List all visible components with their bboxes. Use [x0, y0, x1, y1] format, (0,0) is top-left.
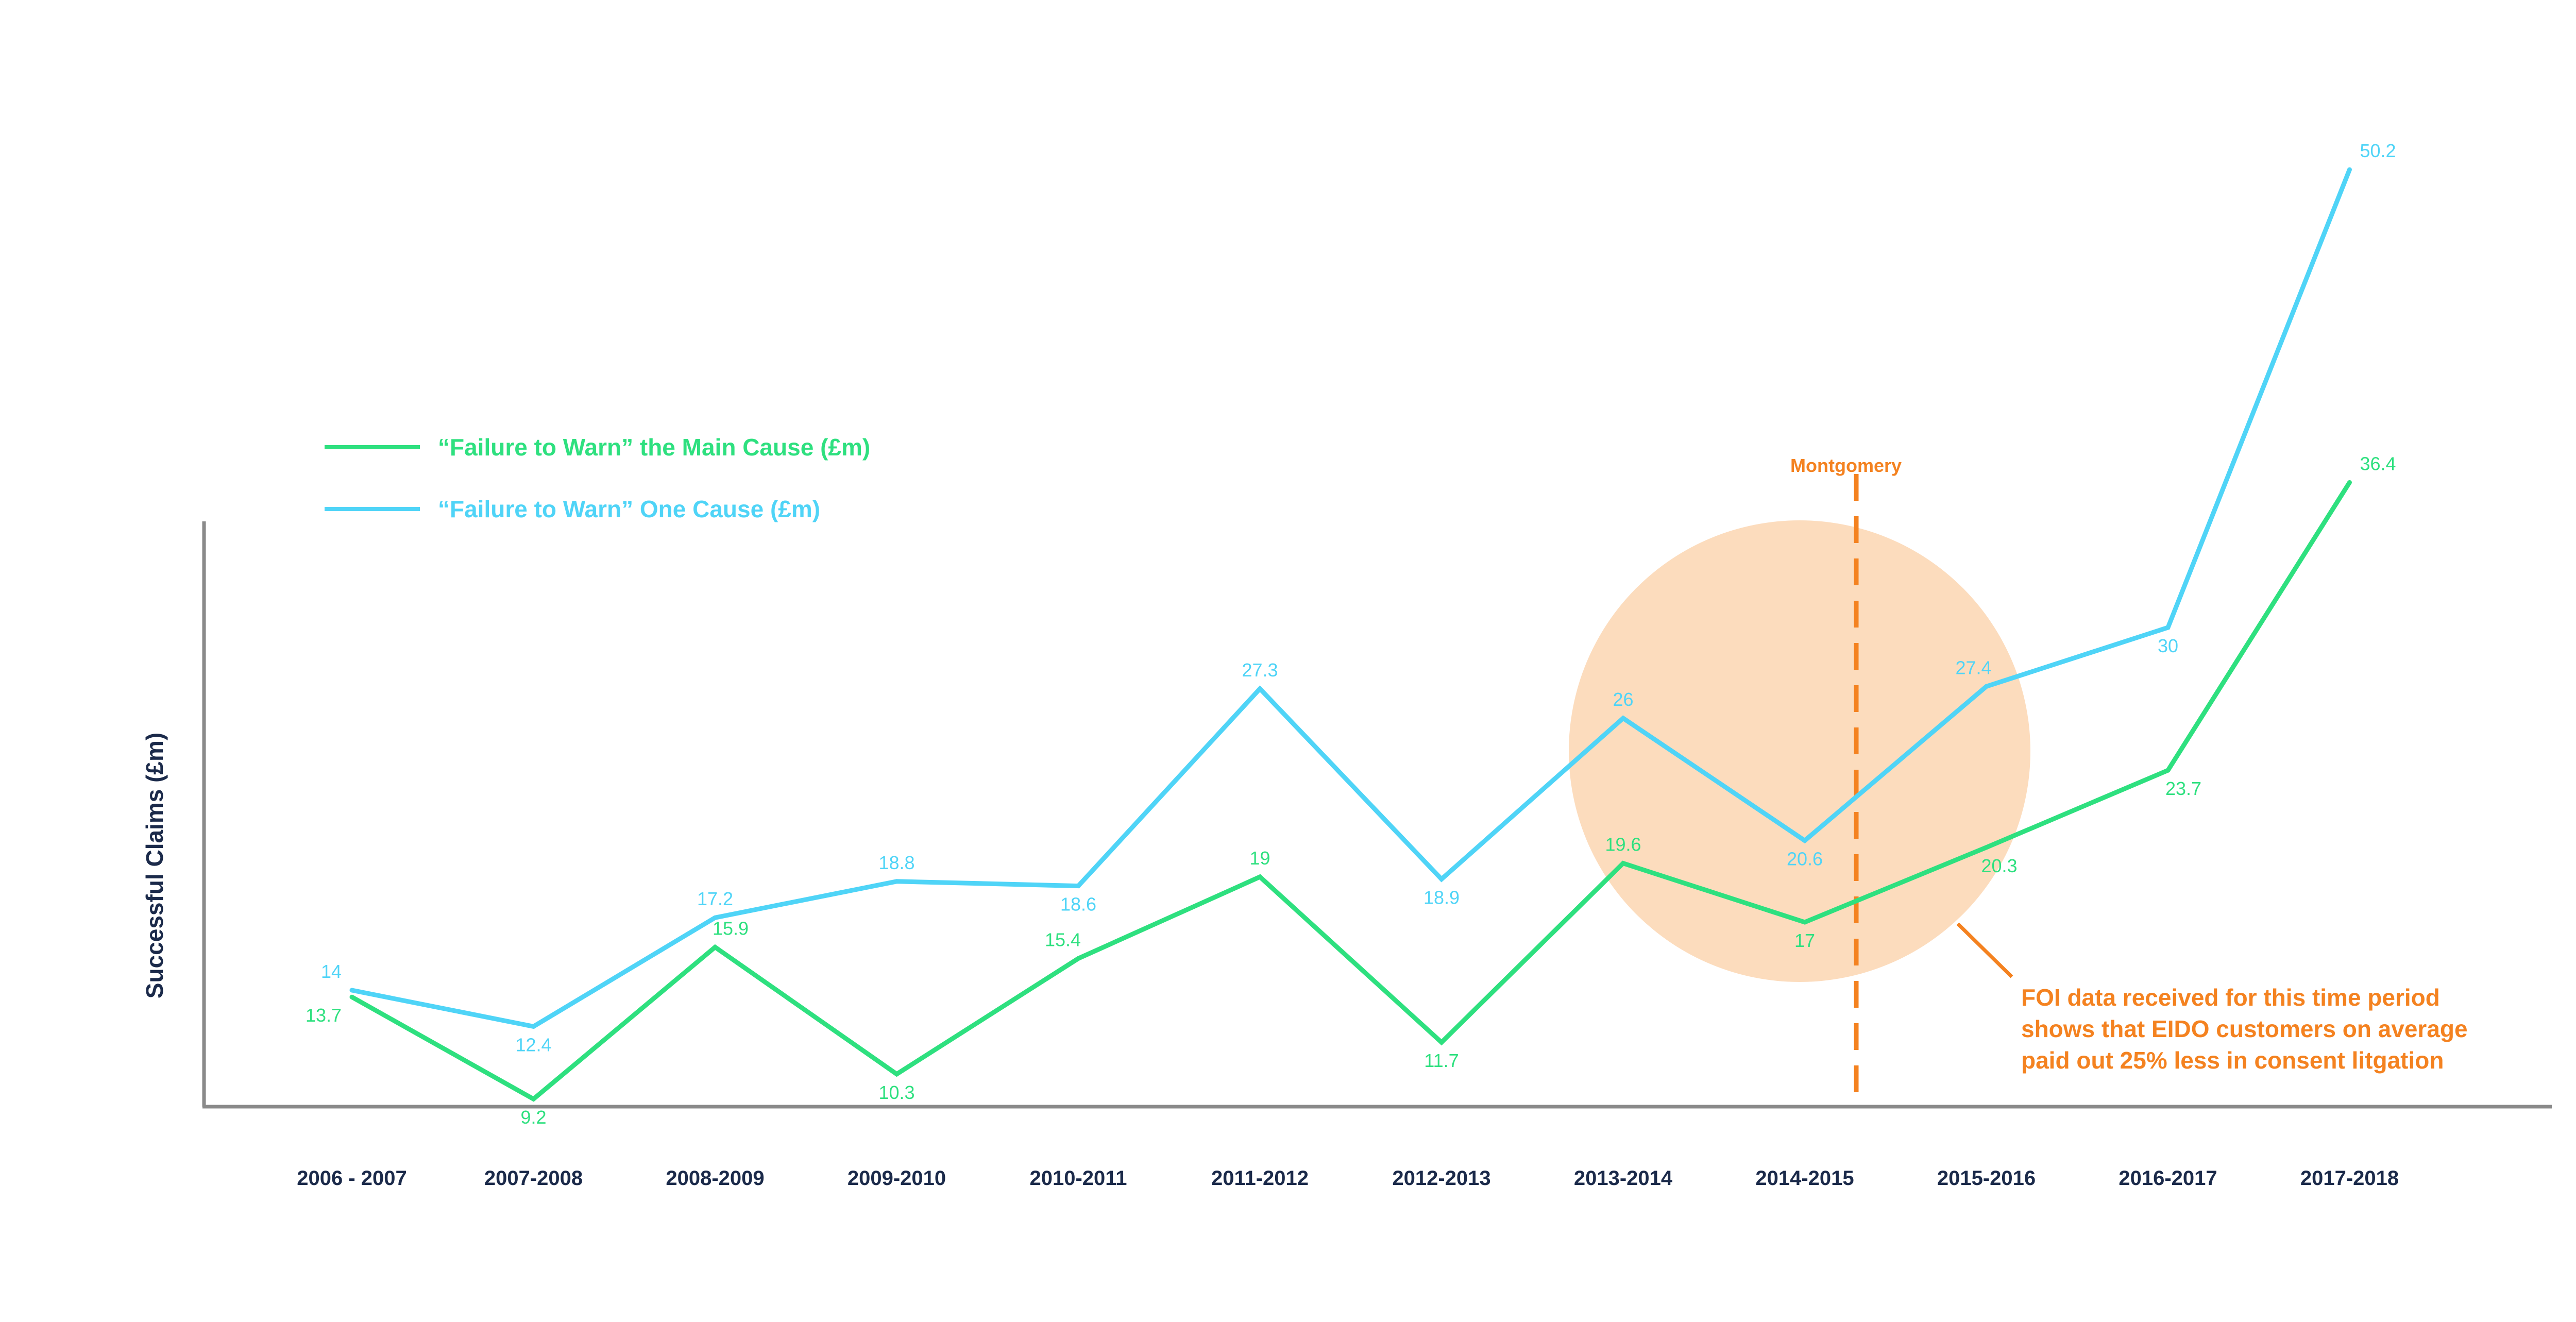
- data-point: [531, 1024, 536, 1029]
- data-point: [349, 994, 354, 999]
- data-point: [1984, 845, 1989, 850]
- data-label: 13.7: [306, 1005, 342, 1026]
- data-point: [531, 1096, 536, 1101]
- data-label: 12.4: [515, 1034, 551, 1055]
- highlight-circle: [1569, 520, 2030, 982]
- data-label: 23.7: [2165, 778, 2201, 799]
- x-tick-label: 2006 - 2007: [297, 1167, 407, 1190]
- data-point: [2165, 768, 2171, 773]
- x-tick-label: 2009-2010: [848, 1167, 946, 1190]
- x-tick-label: 2012-2013: [1392, 1167, 1490, 1190]
- data-point: [1802, 838, 1807, 843]
- data-label: 14: [321, 961, 342, 982]
- x-tick-label: 2017-2018: [2300, 1167, 2399, 1190]
- data-label: 19.6: [1605, 834, 1641, 855]
- data-point: [1258, 874, 1262, 879]
- data-label: 11.7: [1424, 1050, 1459, 1071]
- data-label: 17: [1794, 930, 1815, 951]
- data-point: [1258, 686, 1262, 691]
- annotation-pointer: [1956, 922, 2013, 978]
- data-label: 20.3: [1981, 855, 2017, 876]
- data-point: [894, 1072, 899, 1077]
- data-label: 17.2: [697, 888, 733, 909]
- annotation-line-1: FOI data received for this time period: [2021, 984, 2440, 1011]
- x-tick-label: 2013-2014: [1574, 1167, 1673, 1190]
- data-point: [1439, 1040, 1444, 1045]
- series-line-main-cause: [350, 481, 2352, 1102]
- annotation-line-2: shows that EIDO customers on average: [2021, 1015, 2468, 1042]
- x-tick-label: 2007-2008: [484, 1167, 583, 1190]
- x-tick-label: 2010-2011: [1029, 1167, 1127, 1190]
- data-label: 30: [2158, 635, 2178, 656]
- data-label: 15.9: [713, 918, 749, 939]
- data-point: [1076, 956, 1081, 961]
- x-tick-label: 2014-2015: [1755, 1167, 1854, 1190]
- data-point: [1076, 884, 1081, 889]
- montgomery-marker-label: Montgomery: [1790, 455, 1902, 476]
- x-tick-labels: 2006 - 2007 2007-2008 2008-2009 2009-2010 20…: [297, 1167, 2399, 1190]
- data-point: [2165, 625, 2171, 630]
- data-point: [349, 988, 354, 993]
- x-tick-label: 2011-2012: [1211, 1167, 1309, 1190]
- x-tick-label: 2015-2016: [1937, 1167, 2036, 1190]
- data-point: [894, 879, 899, 884]
- x-tick-label: 2008-2009: [666, 1167, 764, 1190]
- data-point: [1621, 716, 1625, 721]
- data-label: 15.4: [1045, 929, 1081, 950]
- data-label: 18.8: [878, 852, 914, 873]
- data-point: [1621, 861, 1625, 866]
- data-label: 18.6: [1060, 894, 1096, 915]
- data-point: [713, 915, 718, 920]
- data-label: 27.4: [1955, 657, 1991, 678]
- legend-label-one-cause: “Failure to Warn” One Cause (£m): [438, 496, 820, 522]
- data-label: 27.3: [1242, 659, 1278, 681]
- data-label: 20.6: [1787, 849, 1823, 870]
- data-label: 36.4: [2360, 453, 2396, 474]
- legend: “Failure to Warn” the Main Cause (£m) “F…: [325, 434, 870, 522]
- x-tick-label: 2016-2017: [2119, 1167, 2217, 1190]
- data-label: 50.2: [2360, 140, 2396, 161]
- data-label: 10.3: [878, 1082, 914, 1103]
- data-label: 9.2: [520, 1107, 546, 1128]
- data-point: [1439, 876, 1444, 882]
- data-point: [1984, 684, 1989, 689]
- legend-label-main-cause: “Failure to Warn” the Main Cause (£m): [438, 434, 870, 461]
- series-layer: 13.7 9.2 15.9 10.3 15.4 19 11.7 19.6 17 20.3 23.7 3…: [306, 140, 2396, 1128]
- series-line-one-cause: [351, 168, 2352, 1029]
- data-point: [1802, 920, 1807, 925]
- data-label: 18.9: [1423, 887, 1460, 908]
- data-point: [2347, 167, 2352, 172]
- data-label: 26: [1613, 689, 1633, 710]
- data-point: [2347, 480, 2352, 485]
- annotation-line-3: paid out 25% less in consent litgation: [2021, 1047, 2444, 1074]
- data-point: [713, 944, 718, 950]
- y-axis-title: Successful Claims (£m): [141, 733, 168, 998]
- data-label: 19: [1249, 848, 1270, 869]
